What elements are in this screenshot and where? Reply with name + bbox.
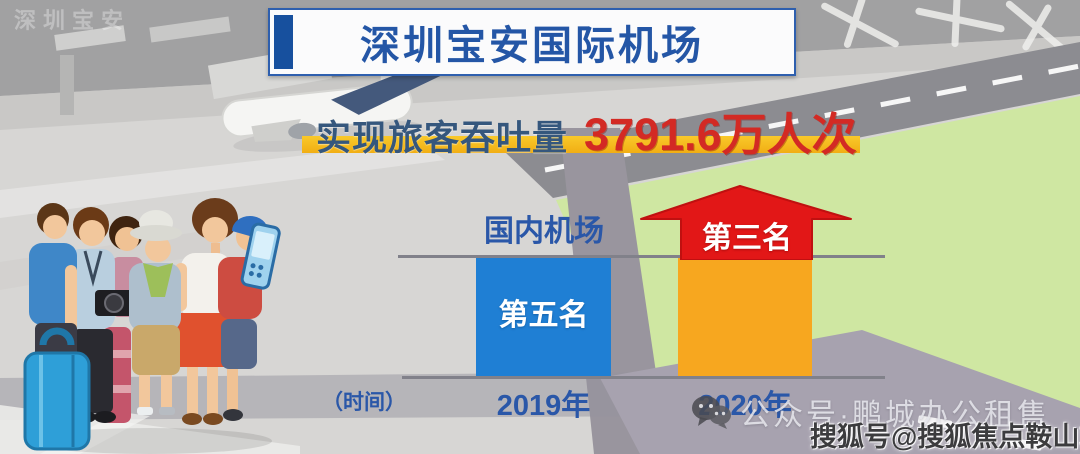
wechat-icon	[692, 396, 731, 429]
sohu-watermark: 搜狐号@搜狐焦点鞍山站	[810, 422, 1080, 452]
chart-top-line	[398, 255, 885, 258]
chart-series-label: 国内机场	[484, 215, 604, 248]
corner-watermark: 深圳宝安	[14, 8, 131, 33]
x-axis-label: （时间）	[322, 391, 406, 414]
bar-2020	[678, 258, 812, 376]
title-banner: 深圳宝安国际机场	[268, 8, 796, 76]
wechat-watermark-text: 公众号·鹏城办公租售	[740, 399, 1050, 432]
wechat-watermark: 公众号·鹏城办公租售	[690, 390, 1050, 434]
page-title: 深圳宝安国际机场	[360, 24, 704, 68]
chart-baseline	[402, 376, 885, 379]
stat-value: 3791.6万人次	[584, 109, 857, 160]
title-accent-bar	[274, 15, 293, 69]
x-label-2019: 2019年	[496, 390, 591, 422]
travelers-illustration	[23, 198, 281, 454]
stat-label: 实现旅客吞吐量	[316, 119, 569, 158]
bar-2019: 第五名	[476, 258, 611, 376]
stat-banner: 实现旅客吞吐量 3791.6万人次	[316, 98, 857, 163]
rank-up-arrow	[640, 185, 852, 260]
stat-banner-highlight	[302, 136, 860, 153]
bar-2020-rank-label: 第三名	[702, 222, 792, 255]
bar-2019-rank-label: 第五名	[498, 299, 589, 332]
